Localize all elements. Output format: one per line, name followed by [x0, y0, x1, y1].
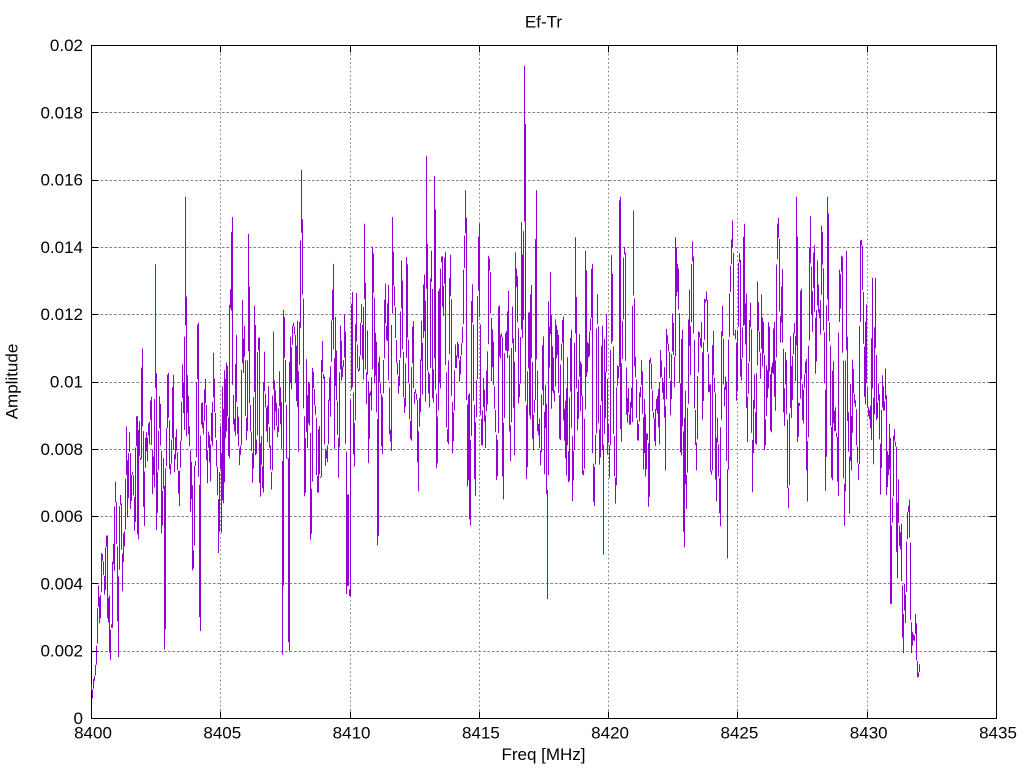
svg-text:0.014: 0.014: [40, 238, 83, 257]
svg-text:Freq [MHz]: Freq [MHz]: [501, 745, 585, 764]
svg-text:8425: 8425: [720, 723, 758, 742]
svg-text:0.018: 0.018: [40, 103, 83, 122]
svg-text:8420: 8420: [591, 723, 629, 742]
svg-text:8400: 8400: [74, 723, 112, 742]
svg-text:0.012: 0.012: [40, 305, 83, 324]
svg-text:Ef-Tr: Ef-Tr: [525, 13, 562, 32]
svg-text:0.01: 0.01: [50, 373, 83, 392]
svg-text:Amplitude: Amplitude: [3, 344, 22, 420]
svg-text:0.02: 0.02: [50, 36, 83, 55]
svg-text:0: 0: [74, 709, 83, 728]
svg-text:0.016: 0.016: [40, 171, 83, 190]
svg-text:8430: 8430: [850, 723, 888, 742]
svg-text:0.008: 0.008: [40, 440, 83, 459]
svg-text:0.004: 0.004: [40, 574, 83, 593]
svg-text:8415: 8415: [462, 723, 500, 742]
svg-text:0.006: 0.006: [40, 507, 83, 526]
svg-text:8435: 8435: [979, 723, 1017, 742]
svg-text:8405: 8405: [203, 723, 241, 742]
svg-text:8410: 8410: [333, 723, 371, 742]
svg-text:0.002: 0.002: [40, 642, 83, 661]
